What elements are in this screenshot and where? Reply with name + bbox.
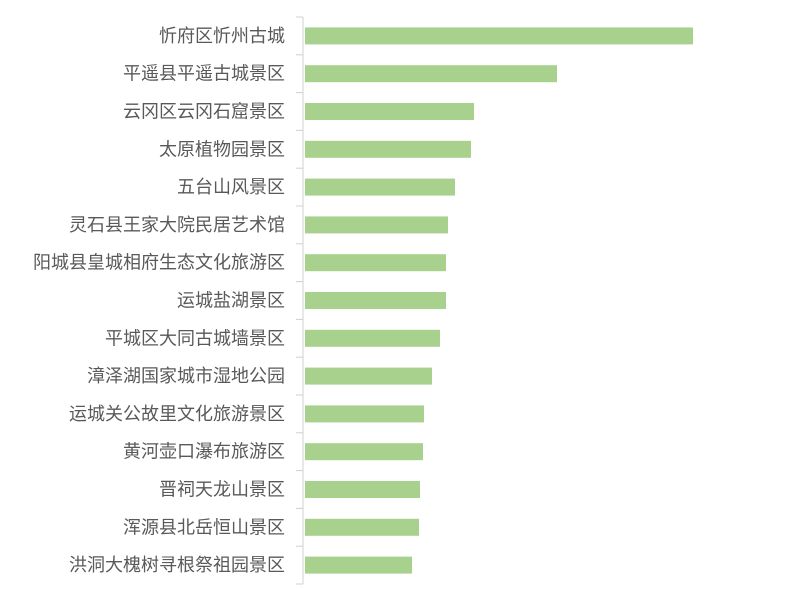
category-label: 运城关公故里文化旅游景区 (69, 404, 285, 425)
bar (305, 329, 440, 347)
category-label: 洪洞大槐树寻根祭祖园景区 (69, 555, 285, 576)
bar (305, 367, 432, 385)
category-label: 忻府区忻州古城 (159, 26, 285, 47)
bar (305, 103, 474, 120)
bar (305, 254, 446, 272)
category-label: 平遥县平遥古城景区 (123, 64, 285, 85)
category-label: 运城盐湖景区 (177, 291, 285, 312)
category-label: 灵石县王家大院民居艺术馆 (69, 215, 285, 236)
bar (305, 216, 448, 234)
bar (305, 140, 471, 158)
bar (305, 27, 693, 45)
bar (305, 556, 412, 574)
category-label: 浑源县北岳恒山景区 (123, 517, 285, 538)
bar (305, 443, 423, 461)
category-label: 漳泽湖国家城市湿地公园 (87, 366, 285, 387)
category-label: 五台山风景区 (177, 177, 285, 198)
bar (305, 405, 424, 423)
bar (305, 292, 446, 309)
category-label: 晋祠天龙山景区 (159, 480, 285, 501)
category-label: 太原植物园景区 (159, 139, 285, 160)
bar (305, 65, 557, 83)
category-label: 云冈区云冈石窟景区 (123, 102, 285, 123)
bar (305, 518, 419, 536)
category-label: 黄河壶口瀑布旅游区 (123, 442, 285, 463)
bar (305, 481, 420, 498)
bar (305, 178, 455, 196)
category-label: 阳城县皇城相府生态文化旅游区 (33, 253, 285, 274)
category-label: 平城区大同古城墙景区 (105, 328, 285, 349)
